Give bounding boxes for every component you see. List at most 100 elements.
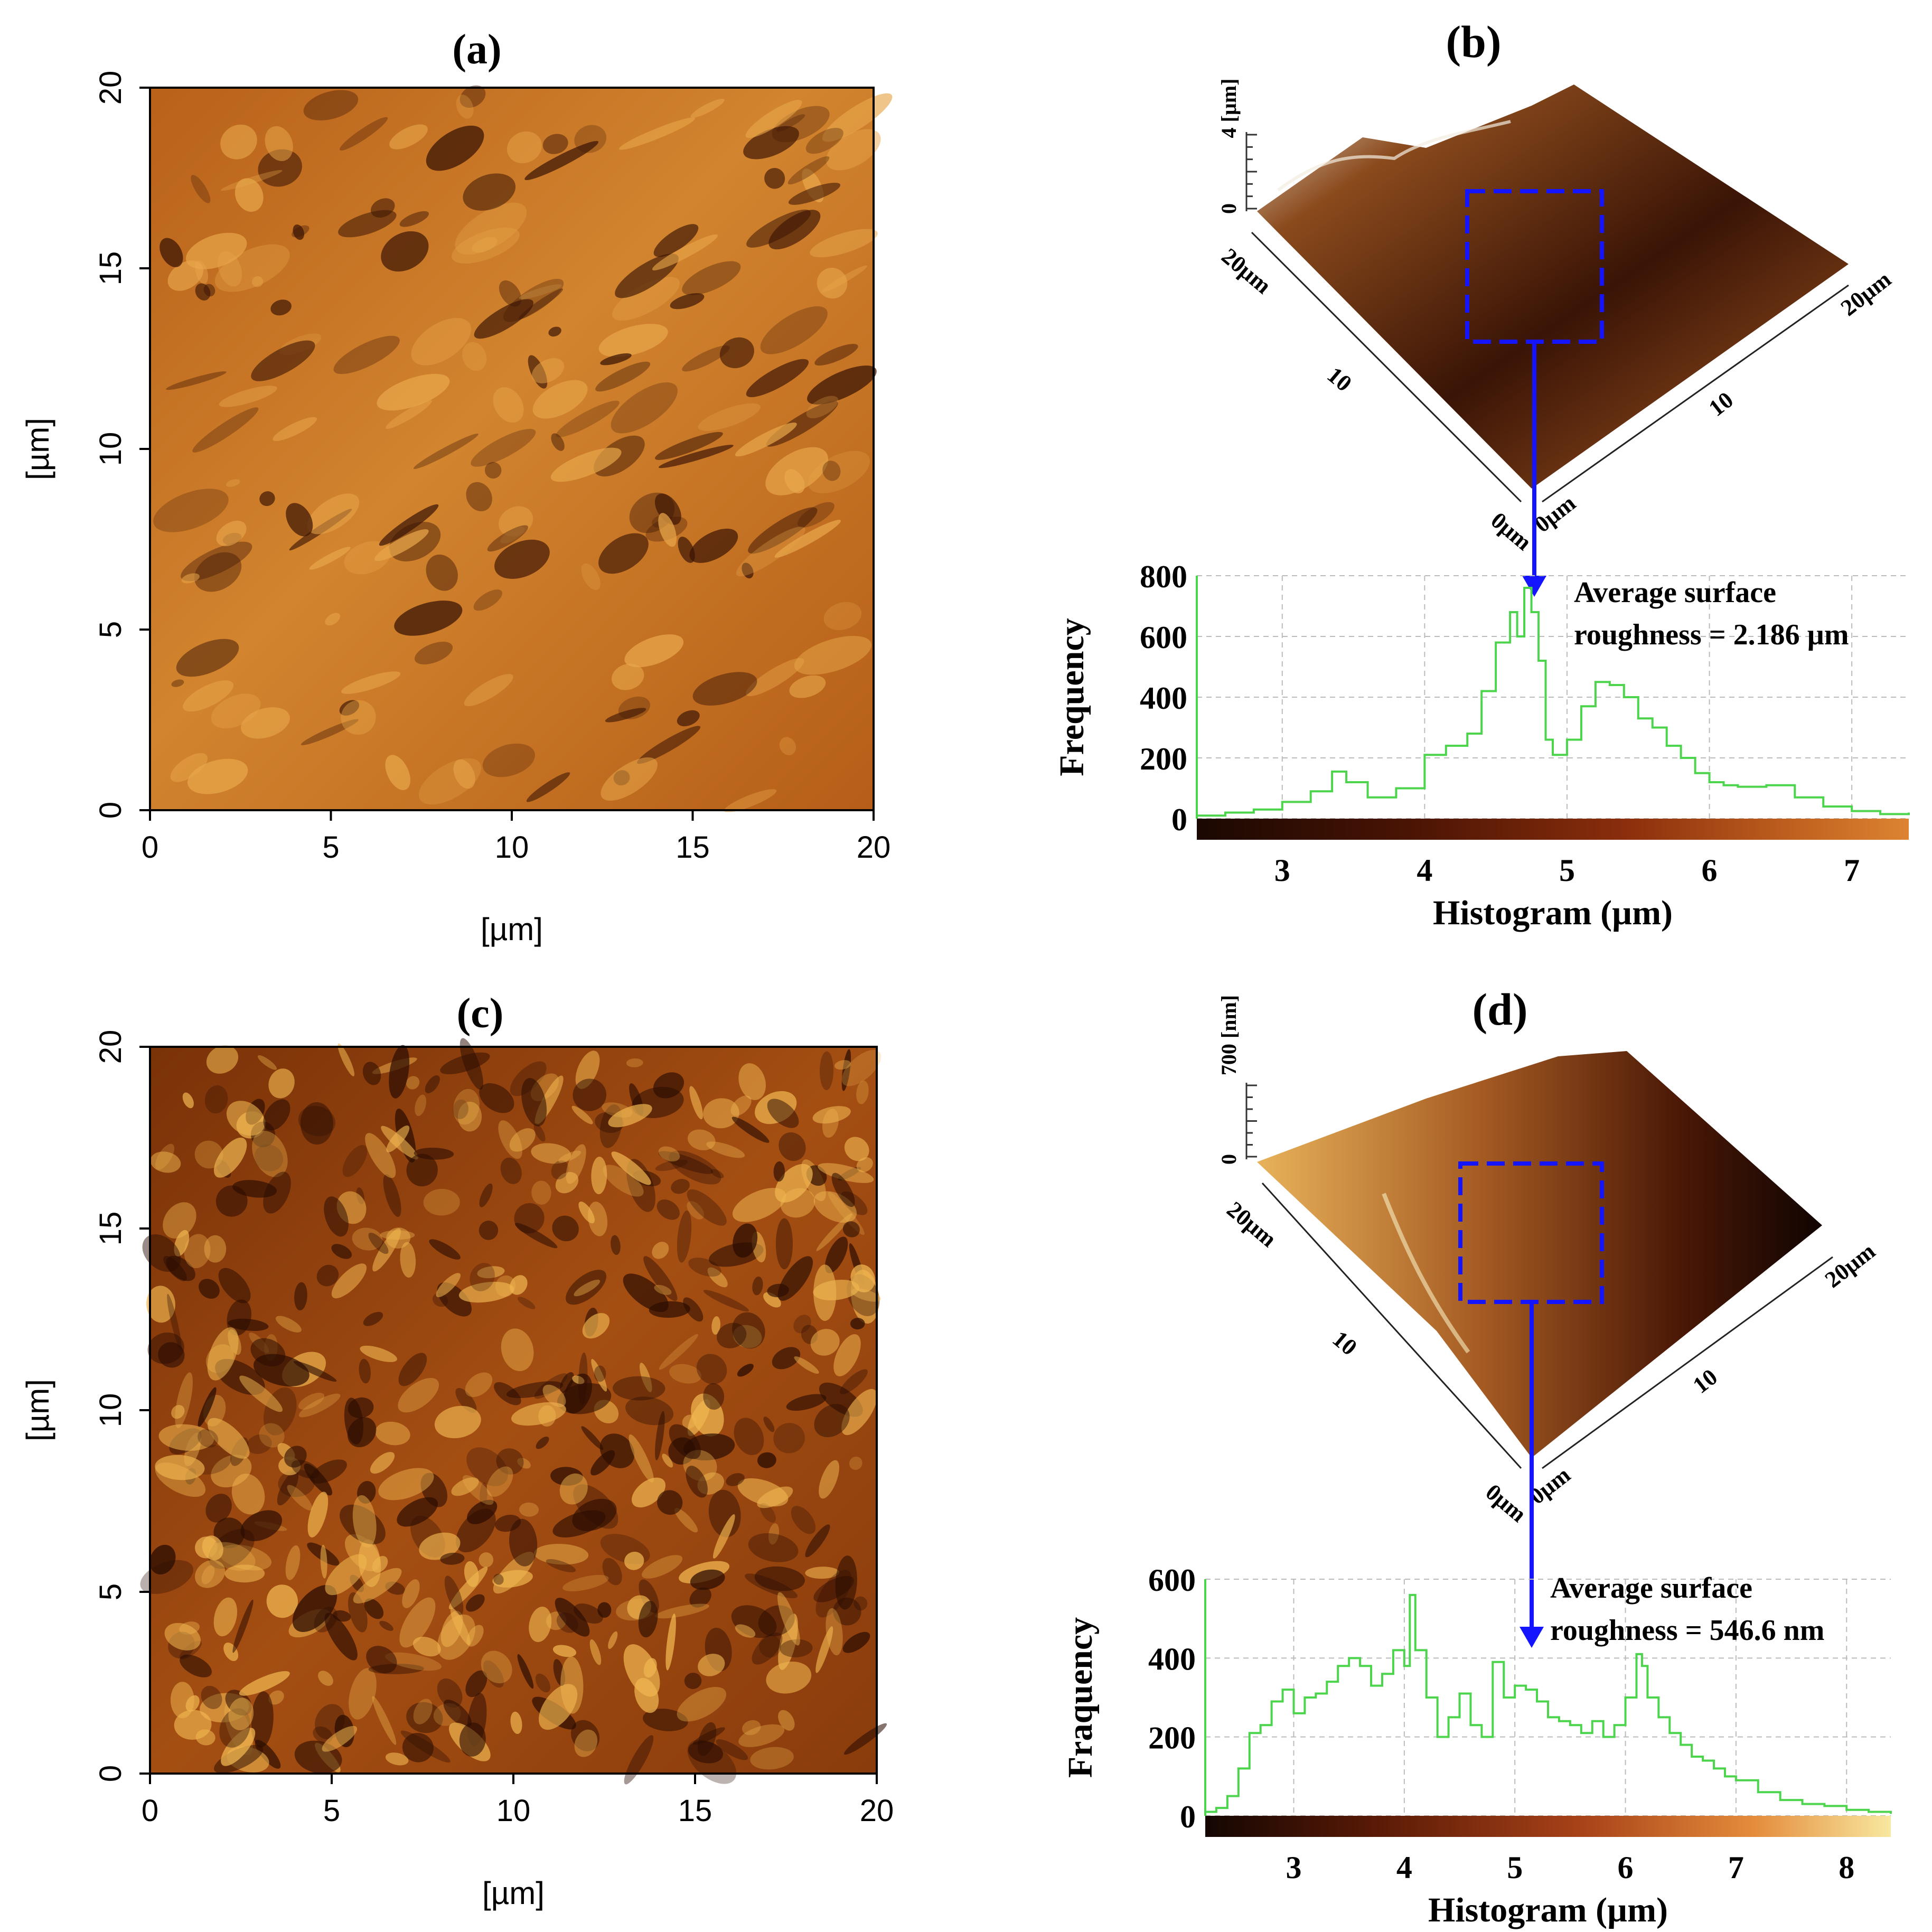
surface-feature: [466, 1447, 509, 1486]
surface-feature: [413, 1699, 433, 1724]
surface-feature: [624, 1735, 654, 1785]
panel-d: (d) 700 [nm] 0 20µm 10 20µm 10 0µm 0µm: [1217, 984, 1880, 1648]
surface-feature: [534, 1544, 589, 1565]
surface-feature: [653, 224, 699, 257]
surface-feature: [479, 1221, 499, 1240]
surface-3d-b-highlight: [1277, 120, 1511, 192]
surface-feature: [465, 1372, 493, 1398]
surface-feature: [822, 93, 893, 142]
surface-feature: [399, 1597, 436, 1648]
surface-feature: [451, 227, 520, 264]
surface-feature: [752, 1633, 783, 1665]
panel-a-y-label: [µm]: [20, 418, 55, 480]
surface-feature: [167, 1293, 182, 1350]
surface-feature: [180, 1654, 212, 1677]
surface-feature: [571, 1105, 593, 1124]
surface-feature: [224, 1564, 265, 1583]
surface-feature: [779, 737, 796, 755]
surface-feature: [578, 1201, 595, 1224]
surface-feature: [474, 299, 533, 339]
surface-feature: [304, 1464, 333, 1496]
histogram-series: [1197, 587, 1910, 817]
x-tick-label: 0: [142, 1794, 158, 1828]
surface-feature: [389, 124, 428, 149]
surface-feature: [470, 1263, 495, 1291]
x-axis-label: Histogram (µm): [1428, 1891, 1668, 1929]
surface-feature: [556, 400, 620, 437]
surface-feature: [220, 124, 257, 160]
y-tick-label: 10: [93, 1393, 128, 1428]
surface-feature: [307, 1492, 329, 1537]
surface-feature: [524, 140, 599, 181]
surface-feature: [733, 1223, 758, 1258]
surface-feature: [717, 1323, 747, 1348]
x-tick-label: 8: [1839, 1850, 1854, 1885]
surface-feature: [400, 1730, 451, 1763]
x-tick-label: 0: [142, 830, 158, 865]
surface-feature: [325, 613, 341, 626]
roi-arrowhead-d: [1520, 1627, 1544, 1648]
surface-feature: [204, 1085, 228, 1114]
surface-feature: [531, 1143, 571, 1164]
surface-feature: [219, 386, 277, 407]
surface-feature: [440, 1052, 490, 1075]
surface-feature: [657, 1490, 683, 1515]
surface-feature: [429, 1239, 461, 1260]
surface-feature: [856, 1157, 873, 1173]
surface-feature: [533, 1123, 546, 1142]
histogram-d: 0 200 400 600 3 4 5 6 7 8 Histogram (µm) Fraquency A…: [1061, 1563, 1892, 1929]
surface-feature: [194, 552, 242, 592]
surface-feature: [687, 1129, 716, 1150]
surface-feature: [370, 198, 395, 218]
surface-feature: [787, 156, 830, 185]
y-tick-label: 5: [93, 1583, 128, 1600]
surface-feature: [213, 1137, 247, 1178]
surface-feature: [687, 1189, 727, 1226]
surface-feature: [582, 1313, 610, 1339]
surface-feature: [560, 1372, 574, 1393]
surface-feature: [659, 1334, 698, 1370]
surface-feature: [773, 1423, 805, 1453]
surface-feature: [166, 371, 227, 390]
surface-3d-b: [1257, 85, 1849, 489]
surface-feature: [807, 365, 877, 405]
surface-feature: [191, 175, 211, 203]
surface-feature: [501, 1328, 534, 1372]
surface-feature: [737, 1364, 754, 1377]
surface-feature: [748, 507, 818, 554]
surface-feature: [703, 1290, 749, 1312]
surface-feature: [228, 1697, 254, 1731]
surface-feature: [560, 1656, 584, 1714]
surface-feature: [331, 1244, 352, 1259]
surface-feature: [834, 1060, 851, 1070]
surface-feature: [552, 1645, 577, 1657]
surface-feature: [453, 759, 475, 789]
x-tick-label: 6: [1618, 1850, 1634, 1885]
roughness-annotation-line1: Average surface: [1574, 576, 1776, 609]
surface-feature: [654, 1284, 672, 1295]
surface-feature: [546, 1559, 576, 1572]
surface-feature: [413, 433, 479, 470]
surface-feature: [658, 445, 734, 468]
x-tick-label: 20: [860, 1794, 894, 1828]
surface-feature: [275, 1316, 302, 1333]
surface-feature: [398, 1377, 439, 1413]
surface-feature: [436, 1273, 461, 1298]
surface-feature: [759, 1635, 781, 1658]
surface-feature: [611, 663, 644, 690]
surface-feature: [226, 479, 240, 487]
surface-feature: [163, 1202, 196, 1239]
surface-feature: [487, 525, 529, 552]
panel-b-z-zero: 0: [1217, 203, 1241, 214]
surface-feature: [471, 429, 536, 467]
surface-feature: [840, 1369, 868, 1394]
surface-feature: [731, 1117, 770, 1143]
surface-feature: [655, 1411, 665, 1460]
surface-feature: [745, 100, 802, 138]
panel-c-label: (c): [457, 990, 504, 1037]
surface-feature: [204, 1235, 227, 1263]
surface-feature: [649, 1301, 690, 1318]
surface-feature: [598, 324, 668, 357]
surface-feature: [570, 1720, 600, 1751]
